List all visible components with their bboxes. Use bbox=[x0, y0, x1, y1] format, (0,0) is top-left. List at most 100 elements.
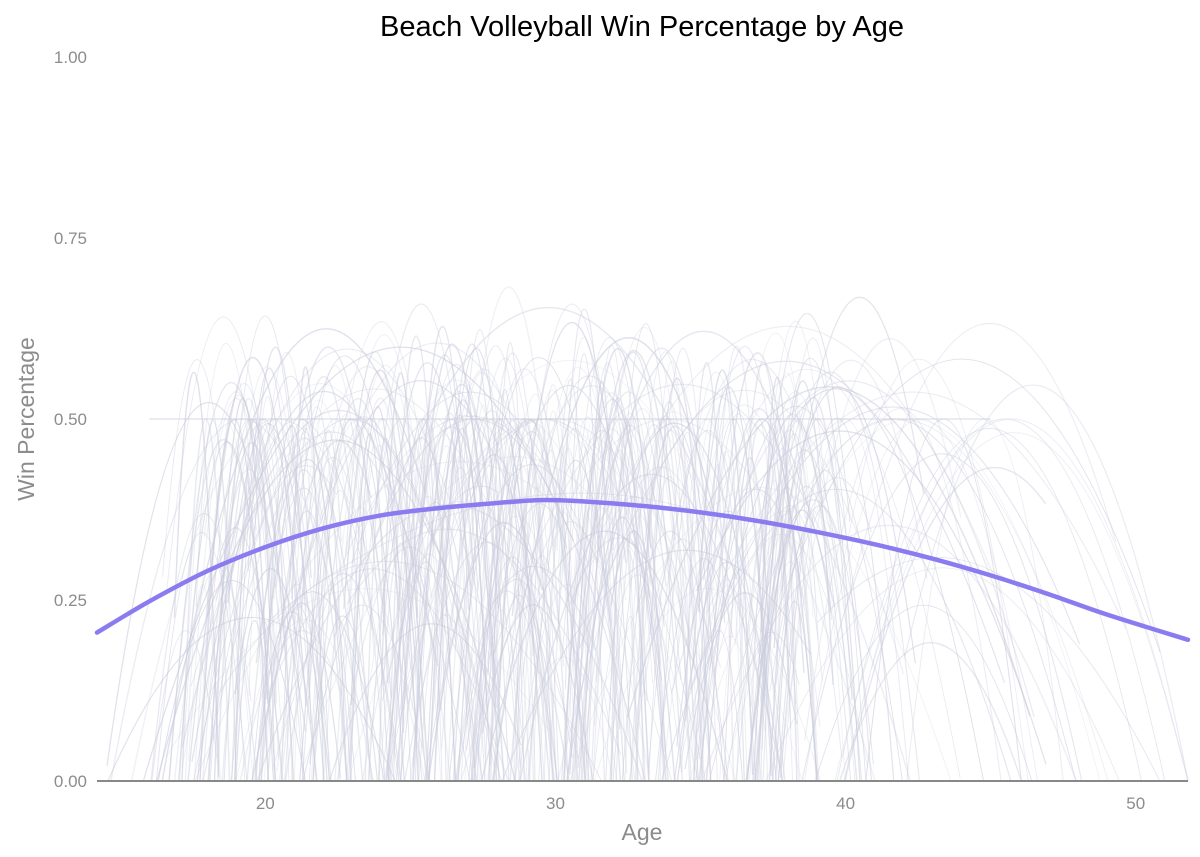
y-tick-label: 0.00 bbox=[54, 772, 87, 791]
player-line bbox=[585, 397, 648, 782]
player-line bbox=[412, 383, 500, 782]
y-tick-label: 0.25 bbox=[54, 591, 87, 610]
player-line bbox=[492, 463, 557, 769]
player-line bbox=[162, 359, 246, 782]
chart-title: Beach Volleyball Win Percentage by Age bbox=[380, 11, 904, 43]
player-line bbox=[698, 635, 757, 782]
player-line bbox=[605, 549, 650, 782]
player-line bbox=[569, 487, 952, 782]
player-line bbox=[416, 326, 470, 611]
player-line bbox=[607, 466, 722, 607]
player-line bbox=[349, 405, 404, 782]
player-line bbox=[275, 346, 393, 698]
player-line bbox=[491, 336, 716, 782]
player-line bbox=[701, 463, 735, 782]
player-line bbox=[601, 327, 703, 693]
player-line bbox=[839, 641, 1023, 782]
player-line bbox=[754, 509, 832, 782]
player-line bbox=[460, 368, 574, 782]
player-line bbox=[765, 561, 805, 691]
player-line bbox=[403, 542, 570, 782]
player-line bbox=[215, 348, 501, 688]
player-line bbox=[571, 349, 676, 782]
player-line bbox=[165, 588, 551, 758]
player-line bbox=[569, 347, 652, 775]
player-line bbox=[260, 425, 312, 782]
player-line bbox=[777, 337, 962, 782]
player-line bbox=[234, 368, 296, 782]
player-line bbox=[348, 418, 435, 764]
player-line bbox=[615, 615, 646, 782]
player-line bbox=[289, 355, 423, 782]
player-line bbox=[291, 366, 325, 782]
y-tick-label: 0.50 bbox=[54, 410, 87, 429]
player-line bbox=[843, 418, 1166, 782]
player-line bbox=[402, 354, 479, 732]
player-line bbox=[511, 322, 627, 617]
player-line bbox=[424, 464, 573, 782]
player-line bbox=[756, 358, 1161, 671]
player-line bbox=[779, 417, 895, 782]
player-line bbox=[216, 366, 308, 757]
player-line bbox=[419, 391, 505, 782]
player-line bbox=[279, 456, 373, 782]
player-line bbox=[453, 357, 543, 782]
player-line bbox=[599, 351, 683, 782]
player-line bbox=[765, 567, 1120, 782]
player-line bbox=[761, 428, 806, 751]
player-line bbox=[769, 477, 872, 691]
player-line bbox=[906, 418, 1064, 782]
player-line bbox=[234, 619, 275, 782]
y-axis-ticks: 0.00 0.25 0.50 0.75 1.00 bbox=[54, 48, 87, 791]
player-line bbox=[780, 296, 925, 592]
player-line bbox=[456, 579, 573, 782]
player-line bbox=[834, 418, 1189, 782]
player-line bbox=[761, 447, 820, 782]
player-line bbox=[609, 424, 699, 782]
player-line bbox=[697, 406, 903, 782]
x-axis-title: Age bbox=[622, 819, 663, 845]
player-line bbox=[871, 432, 1189, 782]
player-line bbox=[564, 353, 599, 690]
player-line bbox=[659, 431, 703, 782]
player-line bbox=[193, 431, 471, 782]
player-line bbox=[410, 614, 483, 782]
player-line bbox=[279, 440, 372, 634]
player-line bbox=[696, 430, 1047, 765]
player-line bbox=[652, 360, 699, 782]
player-line bbox=[840, 358, 1029, 782]
player-line bbox=[263, 399, 369, 782]
player-line bbox=[670, 380, 1035, 718]
x-tick-label: 20 bbox=[256, 794, 275, 813]
player-line bbox=[258, 603, 325, 782]
player-line bbox=[107, 616, 396, 782]
x-tick-label: 40 bbox=[836, 794, 855, 813]
player-line bbox=[321, 321, 439, 595]
player-line bbox=[207, 465, 337, 760]
player-line bbox=[498, 393, 578, 782]
player-line bbox=[401, 360, 803, 782]
player-line bbox=[227, 423, 325, 782]
player-line bbox=[525, 449, 569, 782]
player-line bbox=[513, 656, 613, 782]
player-line bbox=[178, 441, 277, 782]
player-line bbox=[770, 357, 867, 782]
player-line bbox=[712, 450, 748, 782]
player-line bbox=[351, 391, 614, 645]
player-line bbox=[817, 557, 1161, 782]
player-line bbox=[387, 562, 430, 782]
player-line bbox=[509, 629, 549, 782]
player-line bbox=[675, 371, 760, 707]
player-line bbox=[420, 343, 500, 782]
player-line bbox=[649, 377, 712, 782]
player-line bbox=[193, 382, 286, 782]
player-line bbox=[634, 415, 696, 782]
player-line bbox=[646, 401, 704, 782]
trend-line bbox=[94, 497, 1191, 643]
player-line bbox=[417, 445, 476, 782]
player-line bbox=[689, 406, 1081, 690]
player-line bbox=[328, 623, 522, 782]
player-line bbox=[801, 453, 1083, 782]
player-line bbox=[168, 381, 283, 782]
player-line bbox=[692, 386, 772, 777]
